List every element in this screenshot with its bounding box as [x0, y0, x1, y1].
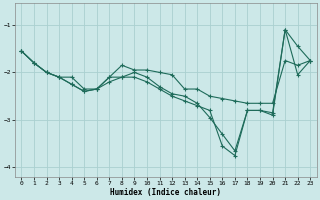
- X-axis label: Humidex (Indice chaleur): Humidex (Indice chaleur): [110, 188, 221, 197]
